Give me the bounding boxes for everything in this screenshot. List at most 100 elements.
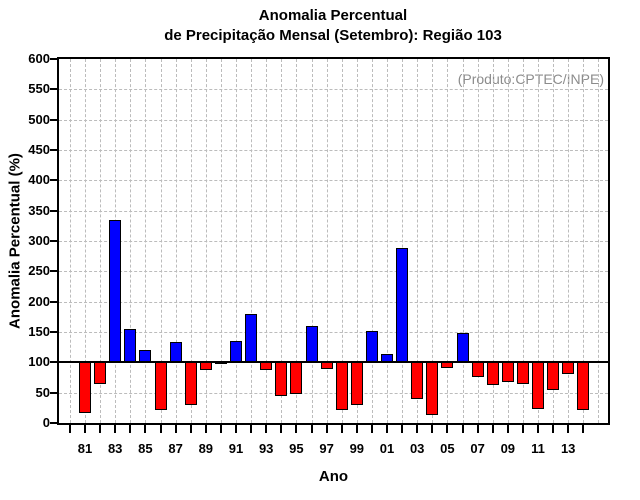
x-tick: [129, 423, 132, 433]
bar-1993: [260, 362, 273, 370]
y-tick-label: 200: [28, 293, 50, 309]
bar-1992: [245, 313, 258, 363]
bar-2014: [577, 362, 590, 411]
bar-1994: [275, 362, 288, 396]
chart-title: Anomalia Percentual: [258, 7, 408, 24]
bar-2003: [411, 362, 424, 400]
bar-1990: [214, 362, 227, 365]
chart-title-block: Anomalia Percentual de Precipitação Mens…: [164, 6, 502, 46]
product-credit: (Produto:CPTEC/INPE): [457, 71, 604, 87]
x-tick-label: 91: [228, 441, 244, 456]
bar-2006: [456, 333, 469, 363]
y-tick-label: 500: [28, 111, 50, 127]
x-tick-label: 93: [258, 441, 274, 456]
bar-2012: [547, 362, 560, 390]
x-tick-label: 09: [500, 441, 516, 456]
x-tick: [370, 423, 373, 433]
y-tick: [50, 179, 59, 182]
x-tick: [461, 423, 464, 433]
y-tick: [50, 270, 59, 273]
h-gridline: [59, 210, 608, 212]
bar-2004: [426, 362, 439, 416]
bar-1989: [199, 362, 212, 371]
bar-1982: [94, 362, 107, 384]
bar-1986: [154, 362, 167, 410]
x-tick: [84, 423, 86, 433]
y-tick: [50, 118, 59, 121]
bar-1998: [335, 362, 348, 411]
x-tick: [325, 423, 328, 433]
plot-area: (Produto:CPTEC/INPE): [50, 57, 610, 433]
x-tick: [401, 423, 404, 433]
y-tick-label: 450: [28, 142, 50, 157]
y-tick-label: 300: [28, 233, 50, 248]
x-tick-label: 83: [107, 441, 123, 456]
bar-2000: [365, 331, 378, 363]
x-tick: [355, 423, 358, 433]
x-tick-label: 97: [319, 441, 334, 456]
y-tick: [50, 361, 59, 364]
y-tick-label: 550: [28, 81, 50, 97]
x-tick-label: 07: [470, 441, 485, 456]
x-tick-label: 99: [349, 441, 365, 456]
y-tick: [50, 58, 59, 60]
h-gridline: [59, 271, 608, 273]
x-tick: [159, 423, 162, 433]
x-tick: [295, 423, 298, 433]
y-tick-label: 0: [42, 415, 50, 430]
h-gridline: [59, 150, 608, 151]
y-tick: [50, 422, 59, 424]
x-tick-label: 87: [168, 441, 183, 456]
x-tick: [386, 423, 388, 433]
x-tick-label: 05: [440, 441, 455, 456]
bar-1981: [79, 362, 91, 414]
x-tick: [537, 423, 539, 433]
x-tick: [114, 423, 117, 433]
x-tick-label: 89: [198, 441, 214, 456]
h-gridline: [59, 180, 608, 182]
y-tick-label: 100: [28, 354, 50, 370]
x-tick: [219, 423, 222, 433]
bar-1985: [139, 350, 152, 363]
y-tick-label: 600: [28, 51, 50, 66]
x-tick-label: 03: [409, 441, 425, 456]
x-tick: [265, 423, 268, 433]
bar-1991: [230, 341, 242, 363]
x-tick: [310, 423, 313, 433]
x-tick: [144, 423, 147, 433]
bar-2002: [396, 247, 409, 363]
bar-2001: [381, 354, 393, 363]
bar-1984: [124, 328, 137, 363]
y-tick: [50, 391, 59, 394]
bar-2013: [562, 362, 575, 375]
x-tick: [552, 423, 555, 433]
chart-subtitle: de Precipitação Mensal (Setembro): Regiã…: [164, 27, 502, 44]
x-tick: [582, 423, 585, 433]
bar-1988: [184, 362, 197, 405]
bar-2005: [441, 362, 454, 369]
x-axis-title: Ano: [318, 468, 349, 485]
bar-2009: [501, 362, 514, 383]
x-tick: [446, 423, 449, 433]
x-tick-label: 01: [379, 441, 395, 456]
x-tick: [416, 423, 419, 433]
y-tick: [50, 300, 59, 303]
x-tick: [204, 423, 207, 433]
x-tick-label: 81: [77, 441, 93, 456]
x-tick: [340, 423, 343, 433]
y-tick: [50, 88, 59, 91]
x-tick-label: 13: [560, 441, 576, 456]
x-tick: [491, 423, 494, 433]
bar-2010: [516, 362, 529, 385]
x-tick-label: 95: [289, 441, 304, 456]
x-tick: [68, 423, 71, 433]
x-tick: [567, 423, 570, 433]
h-gridline: [59, 301, 608, 303]
y-tick-label: 50: [35, 384, 50, 400]
y-tick: [50, 149, 59, 151]
bar-1999: [350, 362, 363, 405]
x-tick: [431, 423, 434, 433]
h-gridline: [59, 332, 608, 333]
bar-2007: [471, 362, 484, 378]
